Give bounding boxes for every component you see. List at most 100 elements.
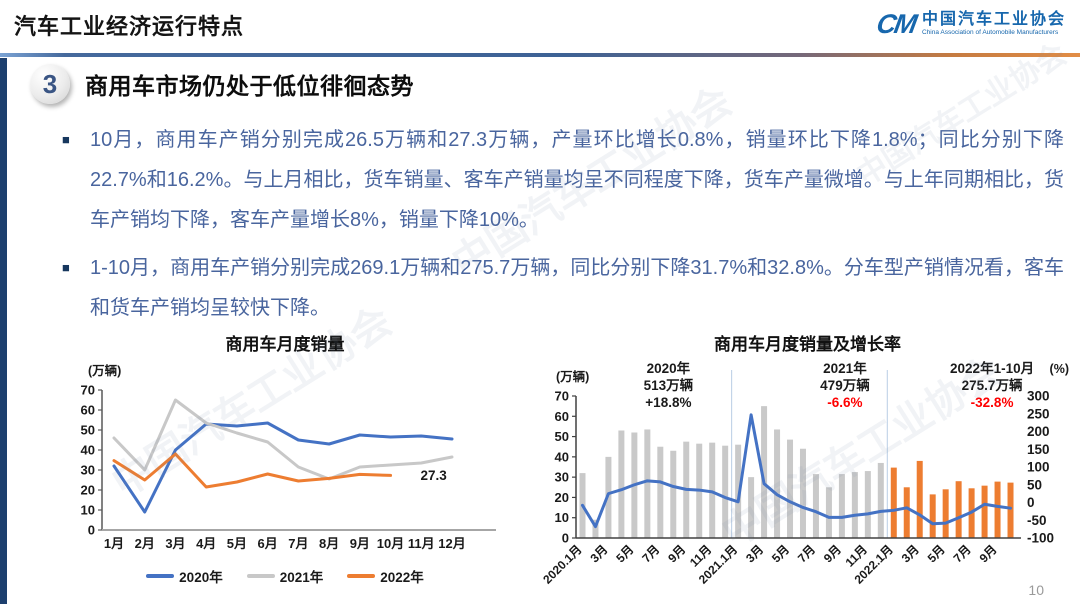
legend-label: 2022年 xyxy=(380,570,424,585)
svg-text:40: 40 xyxy=(81,443,95,458)
sales-growth-combo-chart: 商用车月度销量及增长率 (万辆) (%) 2020年 513万辆 +18.8% 202… xyxy=(540,334,1075,602)
chart-title: 商用车月度销量及增长率 xyxy=(714,335,901,354)
svg-text:30: 30 xyxy=(555,470,569,485)
annotation-line1: 2022年1-10月 xyxy=(950,361,1035,376)
bullet-square-icon: ■ xyxy=(62,260,70,275)
svg-text:7月: 7月 xyxy=(639,542,662,565)
logo-org-name-cn: 中国汽车工业协会 xyxy=(921,11,1066,28)
section-number-badge: 3 xyxy=(30,64,70,104)
legend-line-swatch xyxy=(246,574,275,578)
svg-text:300: 300 xyxy=(1027,389,1050,404)
legend-line-swatch xyxy=(146,574,175,578)
bullet-text: 10月，商用车产销分别完成26.5万辆和27.3万辆，产量环比增长0.8%，销量… xyxy=(90,129,1064,231)
line-chart-canvas: 0 10 20 30 40 50 60 70 1月 2月 3月 4月 5月 6月 7月 8月 9月 10月 11月 1… xyxy=(81,383,496,551)
chart-annotation: 2022年1-10月 275.7万辆 -32.8% xyxy=(950,360,1034,411)
svg-text:3月: 3月 xyxy=(587,542,610,565)
svg-text:9月: 9月 xyxy=(350,536,370,551)
caam-logo-icon: CM xyxy=(874,9,918,39)
chart-title: 商用车月度销量 xyxy=(225,335,345,354)
bullet-square-icon: ■ xyxy=(62,132,70,147)
legend-item: 2021年 xyxy=(246,566,324,586)
svg-text:3月: 3月 xyxy=(165,536,185,551)
section-number: 3 xyxy=(42,68,58,99)
svg-text:9月: 9月 xyxy=(977,542,1000,565)
svg-text:200: 200 xyxy=(1027,424,1050,439)
svg-text:70: 70 xyxy=(81,383,95,398)
chart-annotation: 2020年 513万辆 +18.8% xyxy=(644,360,694,411)
svg-text:70: 70 xyxy=(555,389,569,404)
svg-text:0: 0 xyxy=(88,523,95,538)
left-accent-bar xyxy=(0,58,7,604)
bullet-text: 1-10月，商用车产销分别完成269.1万辆和275.7万辆，同比分别下降31.… xyxy=(90,257,1064,319)
svg-text:11月: 11月 xyxy=(408,536,435,551)
svg-text:3月: 3月 xyxy=(899,542,922,565)
svg-text:150: 150 xyxy=(1027,442,1050,457)
section-heading: 3 商用车市场仍处于低位徘徊态势 xyxy=(30,64,414,104)
svg-text:10: 10 xyxy=(81,503,95,518)
svg-text:20: 20 xyxy=(555,490,569,505)
legend-item: 2022年 xyxy=(347,566,424,586)
section-title: 商用车市场仍处于低位徘徊态势 xyxy=(85,73,414,99)
bullet-list: ■ 10月，商用车产销分别完成26.5万辆和27.3万辆，产量环比增长0.8%，… xyxy=(62,120,1064,328)
right-axis-unit-label: (%) xyxy=(1049,362,1069,376)
annotation-line3: +18.8% xyxy=(645,395,692,410)
caam-logo: CM 中国汽车工业协会 China Association of Automob… xyxy=(874,9,1066,39)
annotation-line2: 513万辆 xyxy=(643,378,694,393)
chart-legend: 2020年 2021年 2022年 xyxy=(70,566,500,586)
combo-chart-canvas: 0 10 20 30 40 50 60 70 300 250 200 150 100 50 0 -50 -100… xyxy=(540,370,1054,587)
svg-text:0: 0 xyxy=(1027,495,1035,510)
y-axis-unit-label: (万辆) xyxy=(88,364,122,378)
legend-label: 2021年 xyxy=(279,570,324,585)
svg-text:2月: 2月 xyxy=(135,536,155,551)
annotation-line2: 479万辆 xyxy=(820,378,870,393)
legend-label: 2020年 xyxy=(179,570,223,585)
chart-annotation: 2021年 479万辆 -6.6% xyxy=(820,360,870,411)
svg-text:30: 30 xyxy=(81,463,95,478)
header: 汽车工业经济运行特点 CM 中国汽车工业协会 China Association… xyxy=(0,0,1080,54)
svg-text:1月: 1月 xyxy=(104,536,124,551)
svg-text:50: 50 xyxy=(81,423,95,438)
header-divider xyxy=(0,53,1080,57)
svg-text:50: 50 xyxy=(1027,477,1042,492)
annotation-line1: 2020年 xyxy=(646,361,691,376)
svg-text:9月: 9月 xyxy=(821,542,844,565)
svg-text:100: 100 xyxy=(1027,460,1050,475)
svg-text:7月: 7月 xyxy=(795,542,818,565)
left-axis-unit-label: (万辆) xyxy=(556,370,590,384)
svg-text:6月: 6月 xyxy=(258,536,278,551)
page-title: 汽车工业经济运行特点 xyxy=(14,14,245,39)
svg-text:12月: 12月 xyxy=(438,536,465,551)
svg-text:40: 40 xyxy=(555,449,569,464)
svg-text:8月: 8月 xyxy=(319,536,339,551)
svg-text:0: 0 xyxy=(562,531,569,546)
svg-text:-100: -100 xyxy=(1027,531,1054,546)
svg-text:-50: -50 xyxy=(1027,513,1047,528)
svg-text:10: 10 xyxy=(555,510,569,525)
bullet-item: ■ 10月，商用车产销分别完成26.5万辆和27.3万辆，产量环比增长0.8%，… xyxy=(62,120,1064,240)
annotation-line3: -32.8% xyxy=(970,395,1014,410)
svg-text:7月: 7月 xyxy=(288,536,308,551)
page-number: 10 xyxy=(1028,582,1044,598)
svg-text:4月: 4月 xyxy=(196,536,216,551)
svg-text:3月: 3月 xyxy=(743,542,766,565)
svg-text:27.3: 27.3 xyxy=(421,468,448,483)
svg-text:60: 60 xyxy=(555,409,569,424)
svg-text:50: 50 xyxy=(555,429,569,444)
legend-line-swatch xyxy=(347,574,376,578)
svg-text:2020.1月: 2020.1月 xyxy=(540,542,584,586)
svg-text:5月: 5月 xyxy=(613,542,636,565)
svg-text:5月: 5月 xyxy=(769,542,792,565)
svg-text:20: 20 xyxy=(81,483,95,498)
legend-item: 2020年 xyxy=(146,566,223,586)
svg-text:10月: 10月 xyxy=(377,536,404,551)
monthly-sales-line-chart: 商用车月度销量 (万辆) 0 10 20 30 40 50 60 70 1月 2月 3月 4月 5月 6月… xyxy=(70,334,500,586)
svg-text:7月: 7月 xyxy=(951,542,974,565)
svg-text:250: 250 xyxy=(1027,406,1050,421)
svg-text:60: 60 xyxy=(81,403,95,418)
svg-text:9月: 9月 xyxy=(665,542,688,565)
annotation-line1: 2021年 xyxy=(823,361,867,376)
bullet-item: ■ 1-10月，商用车产销分别完成269.1万辆和275.7万辆，同比分别下降3… xyxy=(62,248,1064,328)
logo-org-name-en: China Association of Automobile Manufact… xyxy=(921,29,1059,36)
annotation-line2: 275.7万辆 xyxy=(961,378,1023,393)
